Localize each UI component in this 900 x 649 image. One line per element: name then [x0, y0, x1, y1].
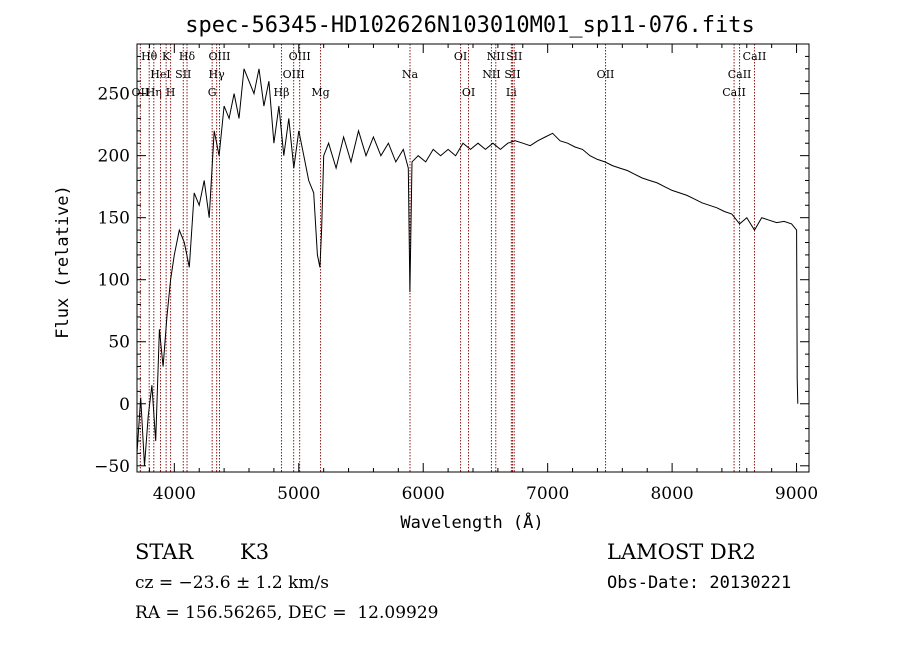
- marker-label-3-0: HeI: [150, 68, 170, 81]
- series-flux-line: [136, 68, 799, 466]
- x-tick-label: 9000: [775, 484, 818, 504]
- marker-label-2-0: Hη: [146, 86, 162, 99]
- plot-frame: [136, 43, 810, 473]
- marker-label-15-0: Na: [402, 68, 419, 81]
- marker-label-14-0: Mg: [311, 86, 329, 99]
- marker-label-19-0: NII: [487, 50, 505, 63]
- y-axis: −50 0 50 100 150 200 250: [94, 55, 809, 477]
- x-axis-label: Wavelength (Å): [400, 511, 543, 533]
- y-tick-label: 200: [98, 147, 130, 167]
- marker-label-25-0: CaII: [728, 68, 752, 81]
- marker-label-21-0: SII: [504, 68, 520, 81]
- x-tick-label: 5000: [277, 484, 320, 504]
- x-tick-label: 8000: [650, 484, 693, 504]
- y-tick-label: 100: [98, 271, 130, 291]
- marker-label-24-0: CaII: [722, 86, 746, 99]
- marker-label-0-0: OII: [132, 86, 150, 99]
- marker-label-11-0: Hβ: [274, 86, 290, 99]
- chart-title: spec-56345-HD102626N103010M01_sp11-076.f…: [185, 13, 755, 38]
- object-class: STAR: [135, 540, 194, 564]
- y-tick-label: 50: [108, 333, 130, 353]
- marker-label-10-0: OIII: [208, 50, 230, 63]
- x-tick-label: 6000: [402, 484, 445, 504]
- coordinates-text: RA = 156.56265, DEC = 12.09929: [135, 603, 439, 623]
- survey-name: LAMOST DR2: [607, 540, 756, 564]
- marker-label-6-0: SII: [175, 68, 191, 81]
- y-tick-label: 0: [119, 395, 130, 415]
- y-tick-label: 250: [98, 85, 130, 105]
- redshift-text: cz = −23.6 ± 1.2 km/s: [135, 573, 329, 593]
- marker-label-18-0: NII: [482, 68, 500, 81]
- marker-label-16-0: OI: [454, 50, 467, 63]
- marker-label-8-0: G: [208, 86, 217, 99]
- marker-label-22-0: SII: [506, 50, 522, 63]
- marker-label-17-0: OI: [462, 86, 475, 99]
- x-tick-label: 7000: [526, 484, 569, 504]
- x-axis: 4000 5000 6000 7000 8000 9000: [148, 44, 818, 504]
- marker-label-12-0: OIII: [283, 68, 305, 81]
- marker-label-9-0: Hγ: [209, 68, 226, 81]
- y-tick-label: 150: [98, 209, 130, 229]
- y-tick-label: −50: [94, 457, 130, 477]
- observation-date: Obs-Date: 20130221: [607, 573, 792, 593]
- marker-label-7-0: Hδ: [179, 50, 196, 63]
- marker-label-5-0: H: [166, 86, 176, 99]
- marker-label-20-0: Li: [506, 86, 517, 99]
- marker-label-1-0: Hθ: [141, 50, 158, 63]
- spectral-line-markers: OII Hθ Hη HeI K H SII Hδ G Hγ OIII Hβ OIII OIII Mg Na OI…: [132, 44, 767, 472]
- x-tick-label: 4000: [153, 484, 196, 504]
- y-axis-label: Flux (relative): [53, 185, 73, 339]
- marker-label-23-0: OII: [597, 68, 615, 81]
- marker-label-13-0: OIII: [289, 50, 311, 63]
- object-subclass: K3: [240, 540, 270, 564]
- marker-label-4-0: K: [162, 50, 171, 63]
- marker-label-26-0: CaII: [743, 50, 767, 63]
